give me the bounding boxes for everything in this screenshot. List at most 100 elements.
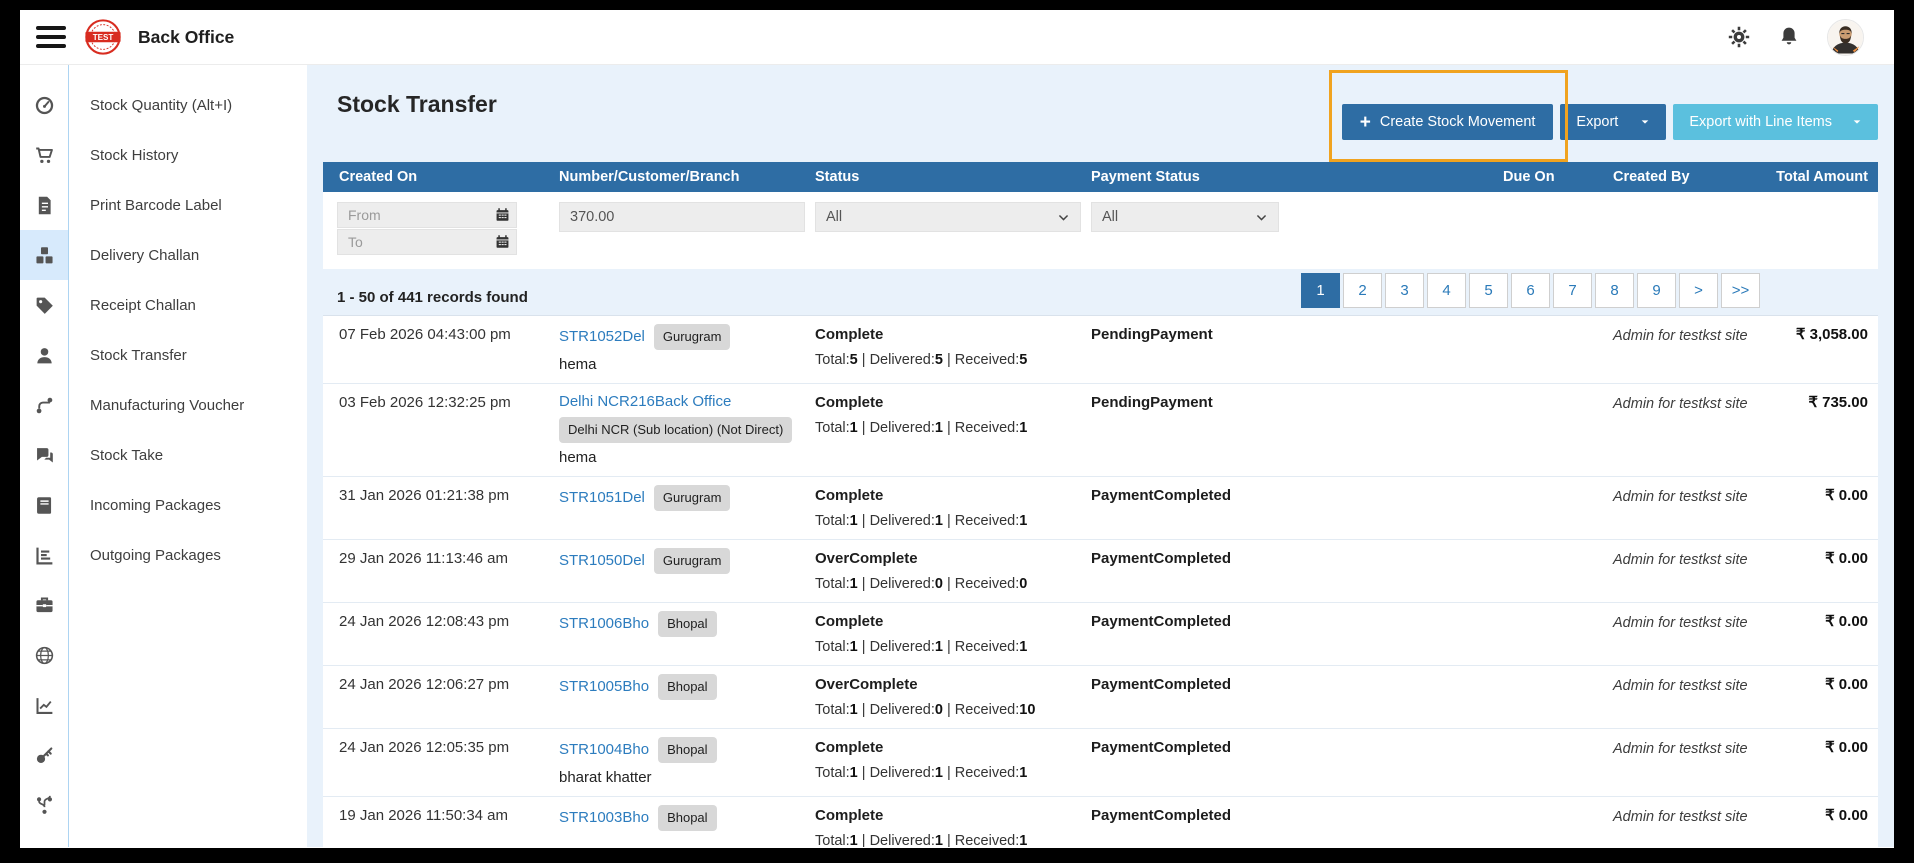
transfer-number-link[interactable]: STR1051Del <box>559 489 645 506</box>
table-row: 19 Jan 2026 11:50:34 am STR1003Bho Bhopal C… <box>323 797 1878 847</box>
status-cell: OverComplete Total:1 | Delivered:0 | Rece… <box>807 674 1083 720</box>
payment-status-cell: PaymentCompleted <box>1091 739 1232 756</box>
page-button-8[interactable]: 8 <box>1595 273 1634 308</box>
calendar-icon[interactable] <box>495 234 510 249</box>
records-bar: 1 - 50 of 441 records found 1 2 3 4 5 6 7 8 9 > >> <box>323 273 1878 308</box>
due-on-cell <box>1495 392 1605 468</box>
sidebar-item-manufacturing-voucher[interactable]: Manufacturing Voucher <box>90 396 245 414</box>
table-header: Created On Number/Customer/Branch Status Pa… <box>323 162 1878 192</box>
branch-badge: Bhopal <box>658 737 717 763</box>
due-on-cell <box>1495 485 1605 531</box>
payment-status-cell: PaymentCompleted <box>1091 807 1232 824</box>
create-stock-movement-button[interactable]: + Create Stock Movement <box>1328 70 1569 162</box>
book-icon[interactable] <box>20 480 68 530</box>
chat-icon[interactable] <box>20 430 68 480</box>
status-value: OverComplete <box>815 676 918 693</box>
transfer-number-link[interactable]: Delhi NCR216Back Office <box>559 393 732 410</box>
app-title: Back Office <box>138 26 235 47</box>
branch-badge: Bhopal <box>658 674 717 700</box>
export-button[interactable]: Export <box>1560 104 1667 140</box>
line-chart-icon[interactable] <box>20 680 68 730</box>
transfer-number-link[interactable]: STR1052Del <box>559 328 645 345</box>
transfer-number-link[interactable]: STR1003Bho <box>559 809 650 826</box>
sidebar-item-stock-take[interactable]: Stock Take <box>90 446 164 464</box>
tag-icon[interactable] <box>20 280 68 330</box>
page-button-2[interactable]: 2 <box>1343 273 1382 308</box>
gear-icon[interactable] <box>1727 25 1751 49</box>
key-icon[interactable] <box>20 730 68 780</box>
chevron-down-icon <box>1058 214 1069 221</box>
created-on-cell: 31 Jan 2026 01:21:38 pm <box>339 487 510 504</box>
payment-status-filter-select[interactable]: All <box>1091 202 1279 232</box>
status-cell: Complete Total:1 | Delivered:1 | Received… <box>807 611 1083 657</box>
page-button-6[interactable]: 6 <box>1511 273 1550 308</box>
to-date-input[interactable] <box>337 229 517 255</box>
page-button-7[interactable]: 7 <box>1553 273 1592 308</box>
calendar-icon[interactable] <box>495 207 510 222</box>
page-button->>[interactable]: >> <box>1721 273 1760 308</box>
sidebar-item-stock-quantity-alt-i[interactable]: Stock Quantity (Alt+I) <box>90 96 233 114</box>
transfer-number-link[interactable]: STR1006Bho <box>559 615 650 632</box>
page-button-1[interactable]: 1 <box>1301 273 1340 308</box>
created-by-cell: Admin for testkst site <box>1613 328 1748 344</box>
created-on-filter <box>337 202 517 255</box>
number-filter-input[interactable] <box>559 202 805 232</box>
sidebar-item-outgoing-packages[interactable]: Outgoing Packages <box>90 546 221 564</box>
chart-bar-icon[interactable] <box>20 530 68 580</box>
table-row: 31 Jan 2026 01:21:38 pm STR1051Del Gurugra… <box>323 477 1878 540</box>
created-by-cell: Admin for testkst site <box>1613 678 1748 694</box>
status-detail: Total:5 | Delivered:5 | Received:5 <box>815 352 1028 368</box>
bell-icon[interactable] <box>1777 25 1801 49</box>
sidebar-item-receipt-challan[interactable]: Receipt Challan <box>90 296 196 314</box>
created-on-cell: 24 Jan 2026 12:05:35 pm <box>339 739 510 756</box>
branch-badge: Bhopal <box>658 805 717 831</box>
records-summary: 1 - 50 of 441 records found <box>337 289 528 306</box>
chevron-down-icon <box>1256 214 1267 221</box>
status-value: Complete <box>815 394 884 411</box>
sidebar-item-stock-transfer[interactable]: Stock Transfer <box>90 346 187 364</box>
created-on-cell: 19 Jan 2026 11:50:34 am <box>339 807 509 824</box>
empty-cell <box>1289 674 1495 720</box>
from-date-input[interactable] <box>337 202 517 228</box>
sidebar-item-stock-history[interactable]: Stock History <box>90 146 179 164</box>
route-icon[interactable] <box>20 380 68 430</box>
page-title: Stock Transfer <box>337 91 497 117</box>
customer-name: bharat khatter <box>559 769 652 786</box>
total-amount-cell: ₹ 3,058.00 <box>1795 326 1868 343</box>
transfer-number-link[interactable]: STR1050Del <box>559 552 645 569</box>
branch-icon[interactable] <box>20 780 68 830</box>
export-with-line-items-button[interactable]: Export with Line Items <box>1673 104 1878 140</box>
chevron-down-icon <box>1853 120 1861 124</box>
branch-badge-line: Delhi NCR (Sub location) (Not Direct) <box>559 417 807 443</box>
sidebar-item-delivery-challan[interactable]: Delivery Challan <box>90 246 200 264</box>
created-by-cell: Admin for testkst site <box>1613 489 1748 505</box>
created-by-cell: Admin for testkst site <box>1613 396 1748 412</box>
transfer-number-link[interactable]: STR1004Bho <box>559 741 650 758</box>
table-row: 03 Feb 2026 12:32:25 pm Delhi NCR216Back … <box>323 384 1878 477</box>
page-button-4[interactable]: 4 <box>1427 273 1466 308</box>
status-cell: Complete Total:1 | Delivered:1 | Received… <box>807 485 1083 531</box>
status-filter-select[interactable]: All <box>815 202 1081 232</box>
page-button-3[interactable]: 3 <box>1385 273 1424 308</box>
sidebar-item-incoming-packages[interactable]: Incoming Packages <box>90 496 221 514</box>
dashboard-icon[interactable] <box>20 80 68 130</box>
sidebar-item-print-barcode-label[interactable]: Print Barcode Label <box>90 196 222 214</box>
hamburger-menu-icon[interactable] <box>36 26 66 48</box>
toolbox-icon[interactable] <box>20 580 68 630</box>
globe-icon[interactable] <box>20 630 68 680</box>
transfer-number-link[interactable]: STR1005Bho <box>559 678 650 695</box>
avatar[interactable] <box>1827 18 1864 56</box>
status-detail: Total:1 | Delivered:1 | Received:1 <box>815 420 1028 436</box>
cart-icon[interactable] <box>20 130 68 180</box>
table-row: 24 Jan 2026 12:05:35 pm STR1004Bho Bhopal b… <box>323 729 1878 797</box>
boxes-icon[interactable] <box>20 230 68 280</box>
status-value: Complete <box>815 487 884 504</box>
file-icon[interactable] <box>20 180 68 230</box>
payment-status-cell: PaymentCompleted <box>1091 613 1232 630</box>
page-button-9[interactable]: 9 <box>1637 273 1676 308</box>
person-icon[interactable] <box>20 330 68 380</box>
page-button->[interactable]: > <box>1679 273 1718 308</box>
number-customer-branch-cell: STR1052Del Gurugram hema <box>551 324 807 375</box>
sidebar-nav: Stock Quantity (Alt+I) Stock History Print… <box>69 65 307 847</box>
page-button-5[interactable]: 5 <box>1469 273 1508 308</box>
